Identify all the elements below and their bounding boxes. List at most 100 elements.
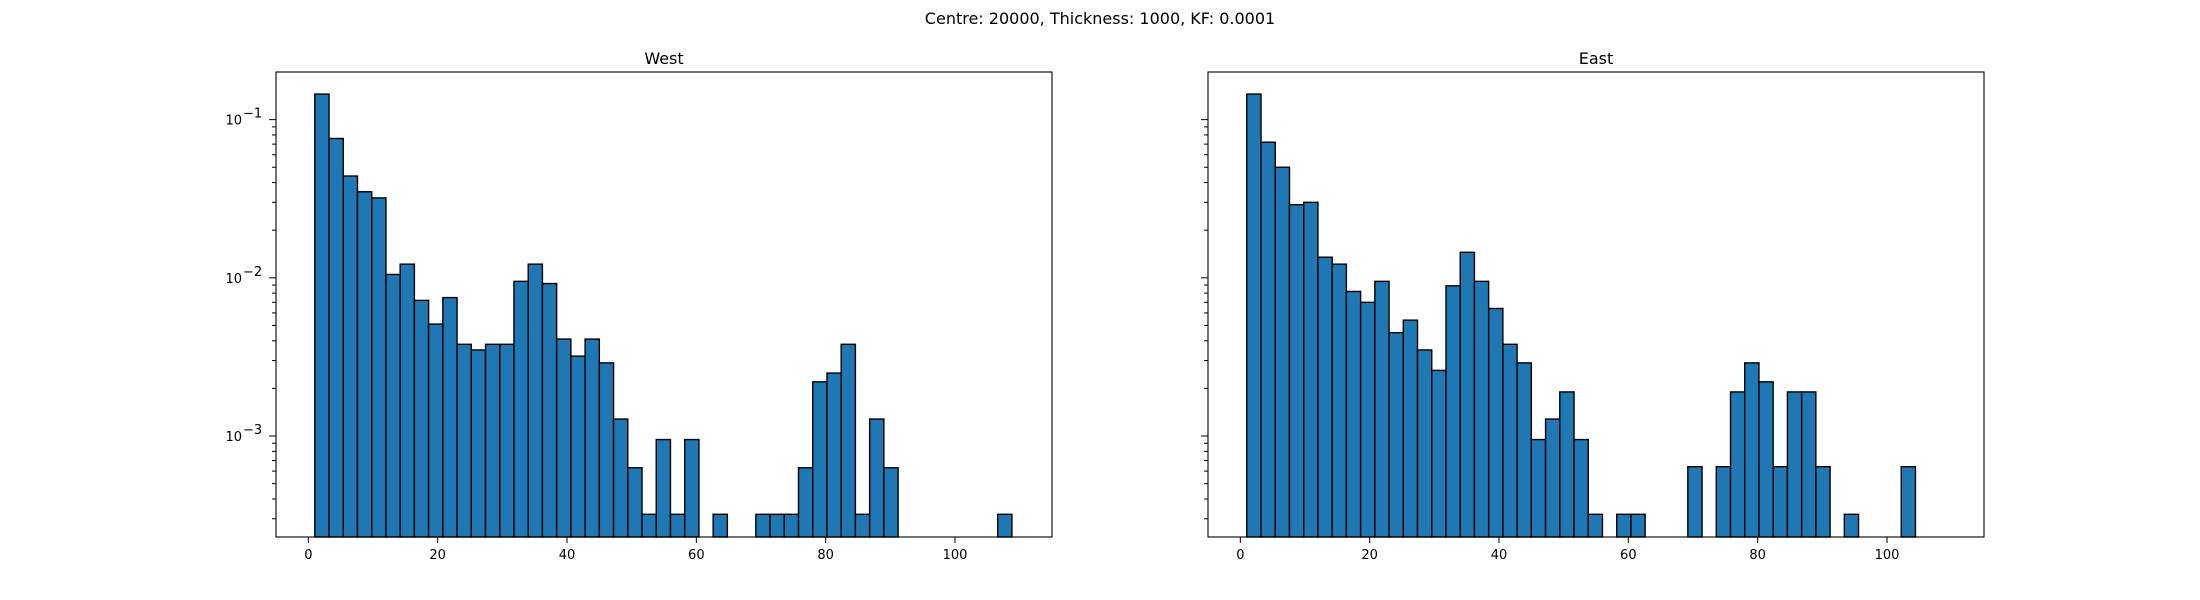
east-bar-16 (1473, 280, 1490, 538)
east-bar-20 (1530, 438, 1547, 538)
west-bar-29 (769, 513, 785, 538)
east-bar-15 (1459, 251, 1476, 538)
east-bar-0 (1246, 93, 1262, 538)
west-bar-37 (883, 467, 899, 538)
west-bar-16 (541, 282, 558, 538)
west-ytick-label: 10 (225, 430, 242, 445)
west-bar-1 (328, 137, 344, 538)
east-bar-26 (1630, 513, 1646, 538)
west-ytick-exponent: −3 (243, 423, 262, 438)
figure-suptitle: Centre: 20000, Thickness: 1000, KF: 0.00… (925, 9, 1275, 28)
east-bar-30 (1744, 362, 1760, 538)
east-bar-37 (1900, 465, 1917, 538)
west-bars (314, 93, 1013, 538)
west-ytick-exponent: −2 (243, 265, 262, 280)
west-bar-31 (797, 467, 814, 538)
west-bar-24 (655, 438, 672, 538)
east-bar-11 (1402, 319, 1419, 538)
east-bar-22 (1559, 391, 1575, 538)
east-bar-21 (1544, 418, 1561, 538)
east-bar-36 (1843, 513, 1860, 538)
east-bar-9 (1374, 280, 1390, 538)
west-bar-27 (712, 513, 729, 538)
east-bar-3 (1288, 203, 1305, 538)
east-bar-35 (1815, 465, 1831, 538)
west-bar-15 (527, 263, 544, 538)
east-xtick-label: 0 (1236, 548, 1244, 563)
west-bar-9 (442, 296, 458, 538)
east-panel-title: East (1579, 49, 1614, 68)
east-bar-19 (1516, 362, 1533, 538)
east-bar-10 (1388, 331, 1404, 538)
east-panel: East 0 20 40 60 80 100 (1201, 49, 1985, 563)
west-bar-18 (570, 355, 586, 538)
east-bar-24 (1587, 513, 1604, 538)
east-bar-4 (1303, 201, 1319, 538)
west-ytick-exponent: −1 (243, 107, 262, 122)
west-bar-12 (484, 343, 501, 538)
west-bar-7 (413, 299, 430, 538)
east-bar-32 (1772, 465, 1789, 538)
east-bar-17 (1487, 307, 1504, 538)
east-bar-12 (1416, 349, 1433, 538)
west-xtick-label: 60 (688, 548, 705, 563)
west-xtick-label: 0 (304, 548, 312, 563)
west-ytick-label: 10 (225, 272, 242, 287)
east-bar-25 (1615, 513, 1632, 538)
west-bar-20 (598, 362, 615, 538)
west-bar-38 (996, 513, 1013, 538)
west-bar-13 (499, 343, 515, 538)
west-xtick-label: 40 (559, 548, 576, 563)
west-panel-title: West (644, 49, 683, 68)
west-bar-22 (627, 467, 643, 538)
west-bar-8 (427, 323, 444, 538)
east-bar-2 (1274, 166, 1291, 538)
east-xtick-label: 60 (1620, 548, 1637, 563)
west-bar-25 (669, 513, 686, 538)
west-bar-28 (755, 513, 771, 538)
west-bar-36 (868, 418, 885, 538)
east-bar-1 (1260, 141, 1276, 538)
west-bar-33 (826, 372, 842, 538)
west-bar-30 (783, 513, 800, 538)
east-xtick-label: 100 (1875, 548, 1900, 563)
east-bar-18 (1502, 343, 1518, 538)
west-bar-5 (385, 273, 401, 538)
east-bar-14 (1445, 285, 1461, 538)
west-bar-10 (456, 343, 472, 538)
east-bar-5 (1317, 256, 1333, 538)
east-xtick-label: 80 (1749, 548, 1766, 563)
west-bar-21 (612, 418, 629, 538)
west-axes-frame (275, 71, 1053, 538)
east-bar-31 (1758, 381, 1774, 538)
east-bar-23 (1573, 438, 1589, 538)
west-bar-3 (356, 191, 373, 538)
west-bar-34 (840, 343, 857, 538)
west-bar-35 (854, 513, 871, 538)
west-ytick-label: 10 (225, 114, 242, 129)
west-xtick-label: 100 (943, 548, 968, 563)
west-bar-17 (555, 338, 572, 538)
west-bar-4 (371, 197, 387, 538)
east-bar-6 (1331, 263, 1348, 538)
west-xtick-label: 80 (817, 548, 834, 563)
east-bar-27 (1687, 465, 1703, 538)
west-bar-6 (399, 263, 416, 538)
west-bar-23 (641, 513, 657, 538)
east-axis-ticks: 0 20 40 60 80 100 (1201, 119, 1900, 563)
west-bar-11 (470, 349, 487, 538)
west-bar-0 (314, 93, 330, 538)
east-xtick-label: 40 (1491, 548, 1508, 563)
west-bar-32 (812, 381, 828, 538)
east-bar-29 (1729, 391, 1746, 538)
east-bar-8 (1359, 301, 1376, 538)
east-bar-34 (1800, 391, 1817, 538)
east-bar-7 (1345, 290, 1362, 538)
east-bar-13 (1431, 369, 1447, 538)
east-axes-frame (1207, 71, 1985, 538)
west-bar-2 (342, 175, 359, 538)
west-bar-19 (584, 338, 601, 538)
